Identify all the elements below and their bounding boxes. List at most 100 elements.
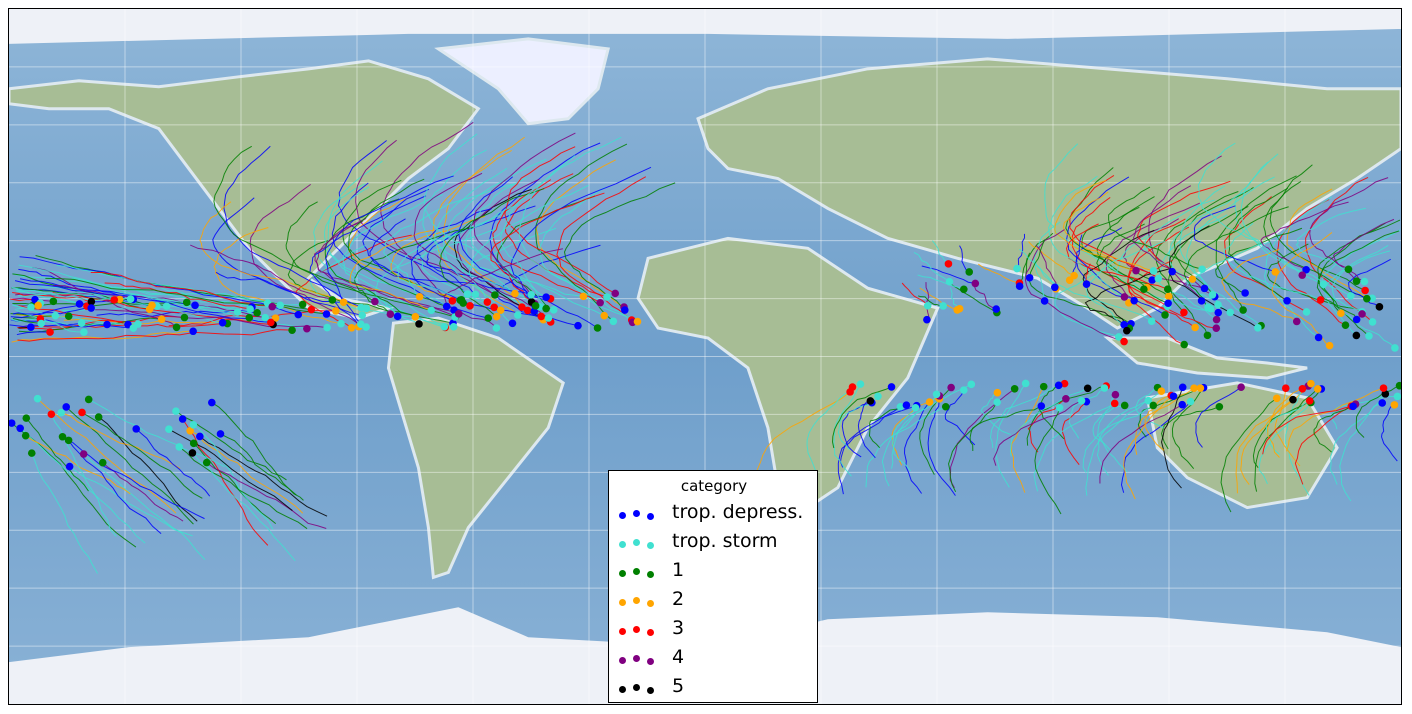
storm-track: [1183, 206, 1289, 308]
storm-origin-marker: [1390, 401, 1399, 409]
storm-track: [948, 401, 998, 493]
storm-origin-marker: [1132, 266, 1140, 275]
storm-track: [16, 304, 129, 326]
storm-origin-marker: [442, 302, 451, 311]
storm-track: [1062, 191, 1154, 272]
storm-track: [1026, 385, 1107, 446]
storm-track: [25, 435, 131, 495]
storm-track: [868, 404, 907, 449]
storm-origin-marker: [328, 296, 337, 304]
legend-dot: [647, 658, 654, 665]
storm-track: [413, 172, 496, 296]
storm-track: [1085, 390, 1162, 496]
storm-origin-marker: [1178, 383, 1187, 392]
storm-track: [199, 436, 328, 517]
storm-track: [309, 195, 427, 327]
storm-origin-marker: [216, 430, 225, 438]
legend-dot: [633, 655, 640, 662]
storm-track: [490, 192, 605, 307]
storm-origin-marker: [246, 305, 254, 313]
storm-track: [1144, 395, 1172, 451]
storm-track: [925, 282, 930, 320]
storm-track: [1276, 199, 1346, 326]
storm-origin-marker: [955, 304, 964, 313]
storm-origin-marker: [896, 402, 905, 411]
storm-track: [980, 392, 1011, 435]
storm-origin-marker: [1200, 284, 1209, 293]
land-layer: [9, 9, 1401, 704]
storm-origin-marker: [1305, 397, 1314, 405]
storm-track: [18, 264, 238, 313]
storm-origin-marker: [1149, 401, 1158, 410]
legend-dot: [619, 599, 626, 606]
storm-origin-marker: [332, 307, 340, 315]
legend-marker-icon: [619, 562, 655, 578]
storm-track: [11, 287, 115, 301]
storm-origin-marker: [596, 298, 604, 307]
storm-origin-marker: [1360, 277, 1369, 286]
storm-origin-marker: [323, 323, 331, 332]
storm-origin-marker: [1271, 268, 1280, 276]
storm-origin-marker: [172, 407, 180, 415]
storm-track: [416, 208, 516, 294]
storm-track: [500, 136, 622, 309]
storm-origin-marker: [523, 306, 532, 315]
storm-track: [285, 201, 456, 318]
storm-origin-marker: [1010, 385, 1019, 393]
storm-origin-marker: [511, 289, 519, 298]
storm-origin-marker: [1254, 323, 1262, 332]
storm-track: [458, 176, 598, 329]
legend-dot: [633, 626, 640, 633]
africa: [636, 236, 940, 510]
legend-marker-icon: [619, 620, 655, 636]
storm-track: [918, 295, 944, 307]
storm-track: [12, 291, 92, 303]
storm-track: [1329, 402, 1383, 485]
storm-origin-marker: [1120, 337, 1128, 346]
storm-track: [995, 383, 1027, 488]
storm-track: [422, 149, 532, 303]
storm-track: [989, 383, 1065, 448]
storm-track: [756, 391, 851, 486]
storm-origin-marker: [544, 314, 553, 322]
storm-track: [69, 466, 193, 537]
storm-track: [1071, 197, 1168, 307]
storm-origin-marker: [1361, 286, 1369, 295]
legend-label: 4: [672, 646, 685, 668]
legend-dot: [633, 684, 640, 691]
storm-origin-marker: [1120, 320, 1128, 329]
storm-track: [1068, 387, 1105, 439]
legend-marker-icon: [619, 649, 655, 665]
storm-track: [331, 182, 489, 319]
storm-origin-marker: [1212, 324, 1221, 332]
storm-track: [457, 178, 549, 319]
storm-origin-marker: [579, 292, 588, 301]
storm-origin-marker: [94, 413, 103, 421]
storm-origin-marker: [945, 277, 954, 286]
storm-track: [81, 412, 203, 499]
storm-origin-marker: [491, 291, 499, 299]
storm-origin-marker: [518, 303, 526, 311]
storm-origin-marker: [856, 380, 865, 388]
storm-track: [182, 418, 269, 546]
storm-origin-marker: [51, 311, 60, 320]
storm-origin-marker: [208, 398, 216, 407]
storm-track: [504, 173, 608, 298]
legend-title: category: [680, 477, 748, 495]
storm-track: [504, 146, 616, 294]
storm-track: [1228, 187, 1289, 302]
storm-track: [931, 240, 949, 265]
storm-track: [1085, 240, 1166, 331]
storm-track: [837, 406, 901, 495]
storm-origin-marker: [508, 319, 517, 328]
storm-origin-marker: [1051, 283, 1059, 292]
storm-origin-marker: [1147, 317, 1156, 325]
storm-track: [865, 406, 946, 488]
storm-origin-marker: [1025, 273, 1034, 282]
legend-item: trop. depress.: [609, 499, 819, 525]
storm-track: [12, 307, 92, 316]
legend-dot: [647, 571, 654, 578]
storm-origin-marker: [57, 408, 66, 417]
storm-origin-marker: [1337, 309, 1345, 318]
storm-track: [1069, 175, 1159, 279]
